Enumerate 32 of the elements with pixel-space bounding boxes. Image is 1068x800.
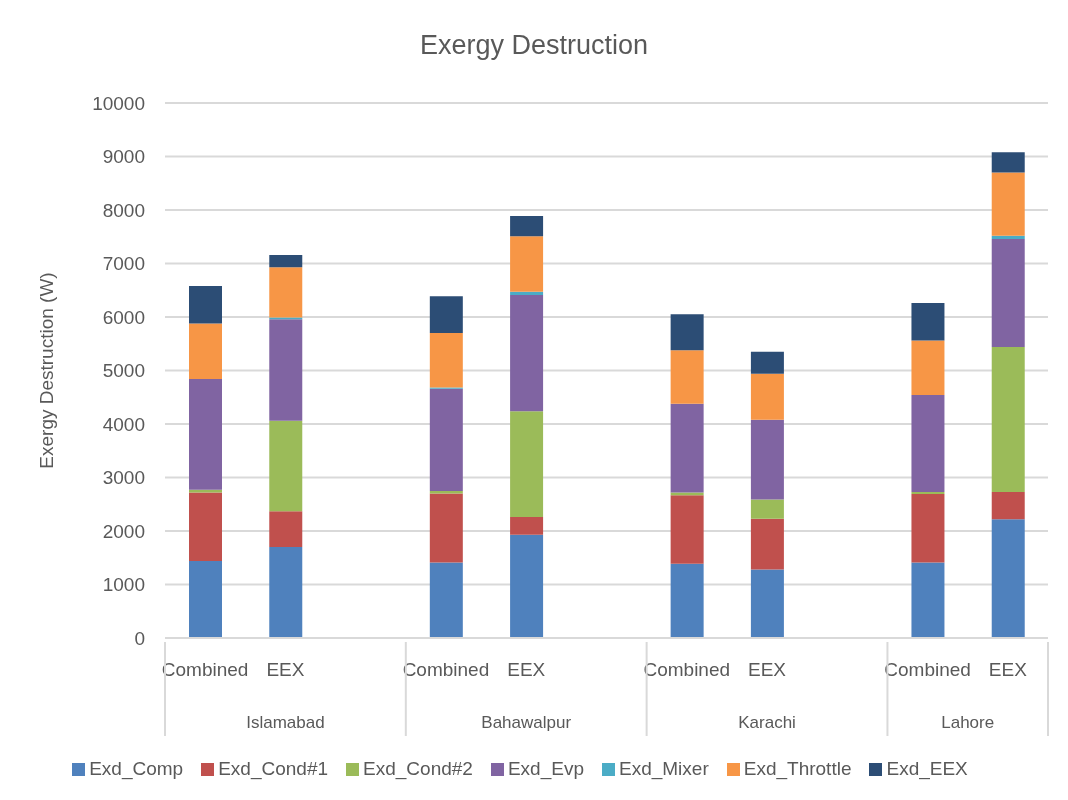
- y-tick-label: 7000: [102, 253, 145, 275]
- x-tick-label: Combined: [402, 659, 490, 680]
- y-tick-label: 0: [134, 627, 145, 649]
- x-tick-label: Combined: [161, 659, 249, 680]
- chart-title: Exergy Destruction: [418, 30, 650, 61]
- y-tick-label: 5000: [102, 360, 145, 382]
- text: Karachi: [738, 713, 796, 732]
- text: Lahore: [941, 713, 995, 732]
- text: Islamabad: [246, 713, 325, 732]
- x-tick-label: Combined: [643, 659, 731, 680]
- y-tick-label: 3000: [102, 467, 145, 489]
- y-tick-label: 2000: [102, 520, 145, 542]
- text: Bahawalpur: [481, 713, 572, 732]
- legend-label: Exd_Cond#1: [218, 758, 329, 779]
- x-tick-label: EEX: [507, 659, 546, 680]
- legend-label: Exd_EEX: [886, 758, 968, 779]
- x-tick-label: EEX: [748, 659, 787, 680]
- y-tick-label: 9000: [102, 146, 145, 168]
- y-tick-label: 8000: [102, 199, 145, 221]
- y-tick-label: 1000: [102, 574, 145, 596]
- y-axis-title: Exergy Destruction (W): [35, 272, 57, 469]
- legend-label: Exd_Mixer: [618, 758, 709, 779]
- y-tick-label: 4000: [102, 413, 145, 435]
- legend-label: Exd_Comp: [89, 758, 184, 779]
- legend-label: Exd_Evp: [507, 758, 584, 779]
- x-tick-label: EEX: [266, 659, 305, 680]
- legend-label: Exd_Throttle: [743, 758, 852, 779]
- y-tick-label: 10000: [92, 92, 145, 114]
- x-tick-label: EEX: [988, 659, 1028, 680]
- y-tick-label: 6000: [102, 306, 145, 328]
- x-tick-label: Combined: [884, 659, 971, 680]
- legend-label: Exd_Cond#2: [363, 758, 473, 779]
